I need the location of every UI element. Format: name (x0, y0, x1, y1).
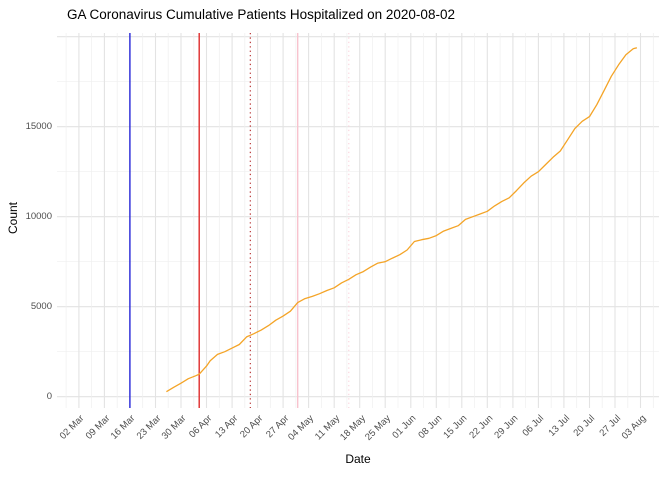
chart-title: GA Coronavirus Cumulative Patients Hospi… (67, 7, 455, 22)
y-tick-label: 5000 (30, 300, 52, 312)
y-tick-label: 0 (46, 390, 52, 402)
y-tick-label: 10000 (25, 210, 52, 222)
y-tick-label: 15000 (25, 120, 52, 132)
y-axis-title: Count (6, 201, 20, 235)
x-axis-title: Date (345, 452, 371, 466)
series-line (166, 47, 638, 393)
